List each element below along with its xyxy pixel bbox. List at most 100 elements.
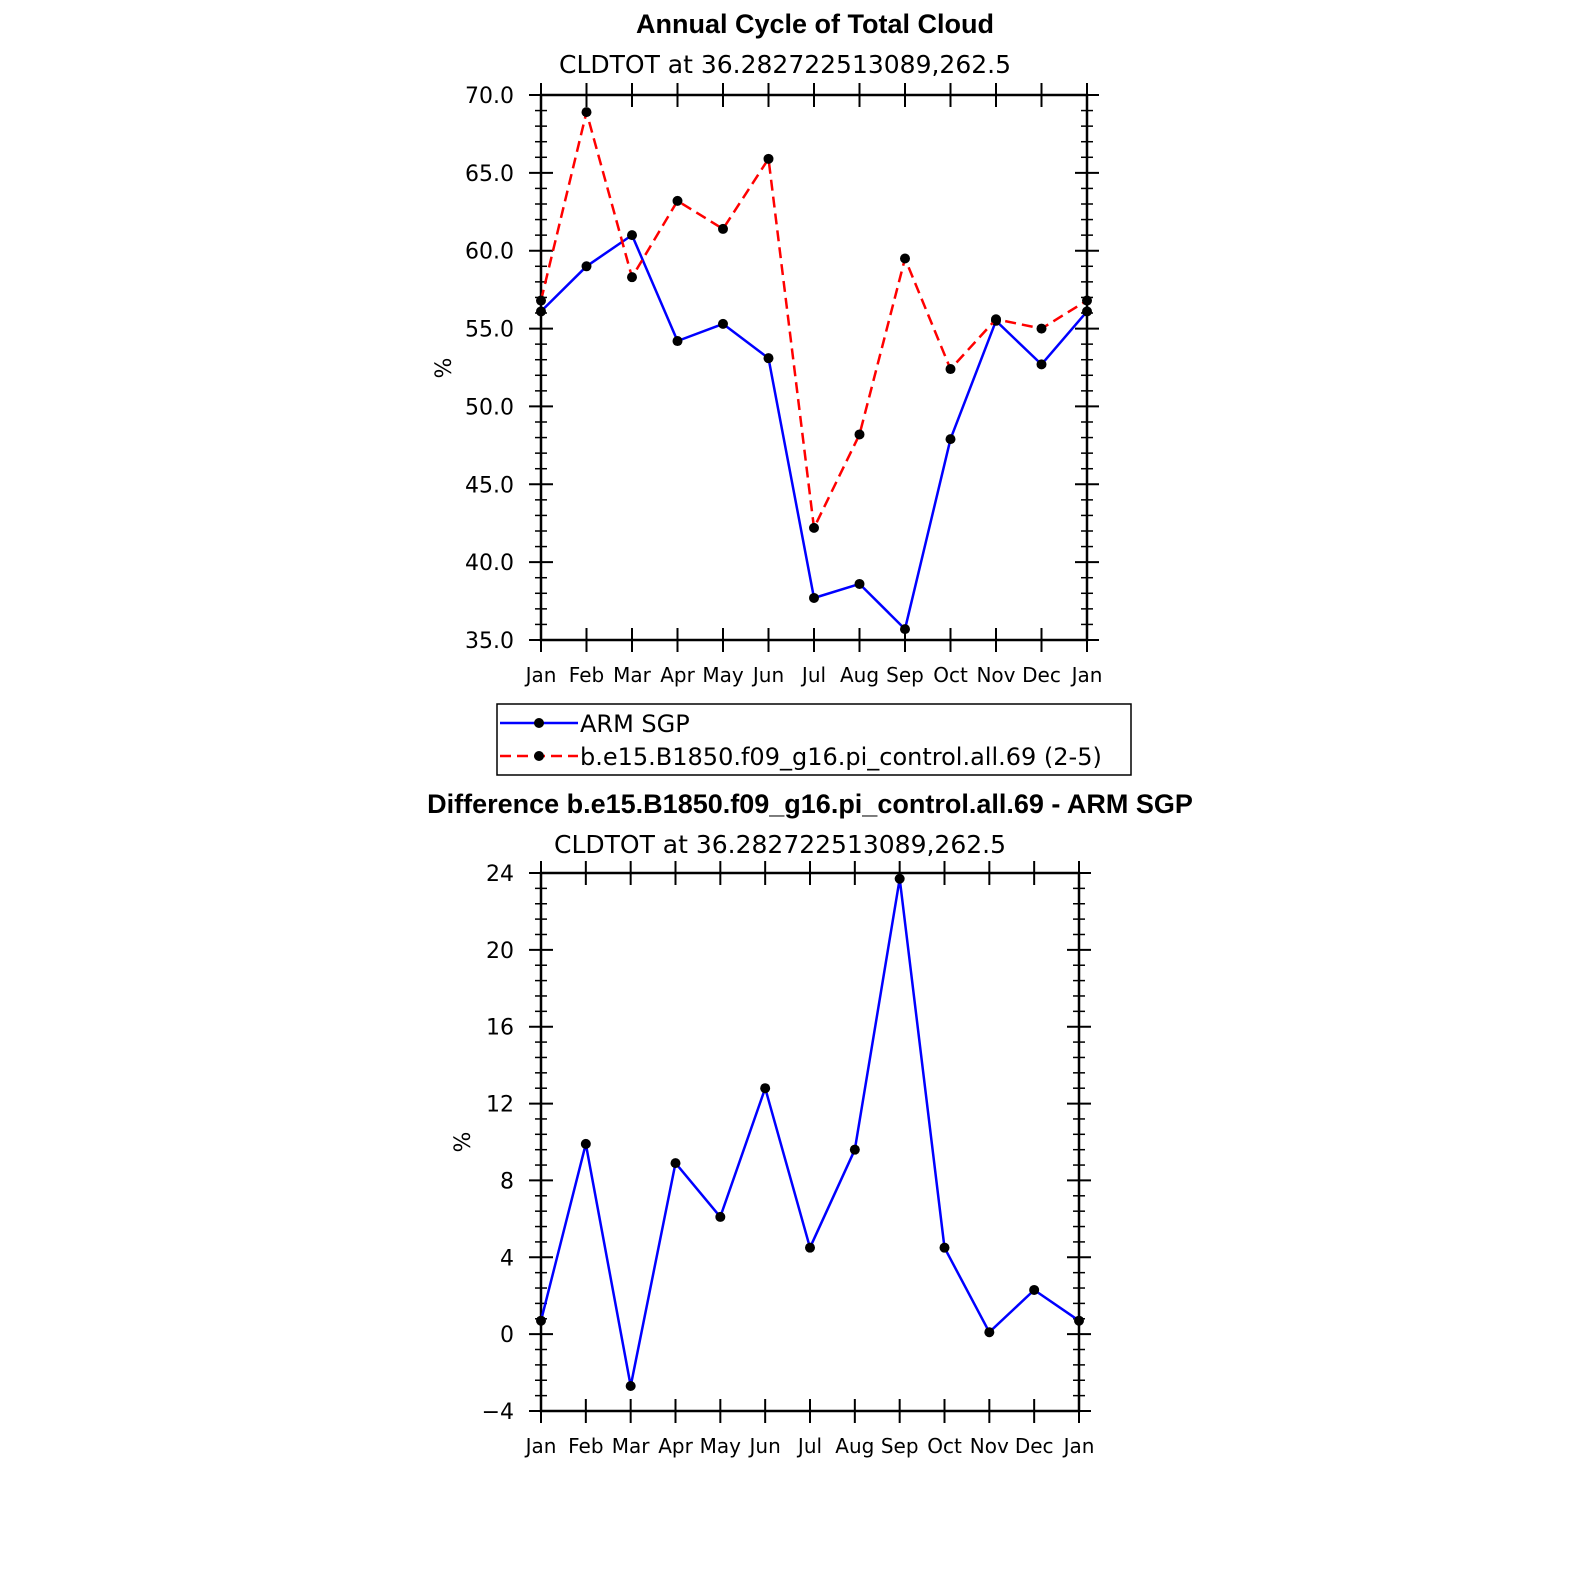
plot-frame bbox=[539, 93, 1089, 642]
plot-area: 35.0 40.0 45.0 50.0 55.0 60.0 65.0 70.0 Jan Feb Ma… bbox=[465, 83, 1102, 687]
x-tick-label: Jul bbox=[800, 663, 826, 687]
data-point bbox=[1036, 359, 1047, 370]
data-point bbox=[945, 434, 956, 445]
data-point bbox=[625, 1381, 636, 1392]
legend-entry-arm-sgp: ARM SGP bbox=[500, 710, 690, 738]
x-tick-label: Sep bbox=[881, 1434, 919, 1458]
x-tick-label: Oct bbox=[933, 663, 968, 687]
legend-entry-model: b.e15.B1850.f09_g16.pi_control.all.69 (2… bbox=[500, 743, 1102, 771]
data-point bbox=[900, 624, 910, 635]
data-point bbox=[809, 522, 819, 533]
x-tick-label: Mar bbox=[613, 663, 652, 687]
x-tick-label: Nov bbox=[970, 1434, 1009, 1458]
y-tick-label: 35.0 bbox=[465, 629, 514, 654]
x-tick-label: Dec bbox=[1022, 663, 1061, 687]
x-tick-label: May bbox=[700, 1434, 742, 1458]
difference-chart: Difference b.e15.B1850.f09_g16.pi_contro… bbox=[427, 789, 1193, 1458]
x-tick-label: Oct bbox=[927, 1434, 962, 1458]
data-point bbox=[627, 230, 637, 241]
data-point bbox=[849, 1144, 860, 1155]
data-point bbox=[580, 1138, 591, 1149]
y-tick-label: 24 bbox=[486, 862, 514, 887]
data-point bbox=[718, 318, 728, 329]
y-tick-label: 55.0 bbox=[465, 318, 514, 343]
data-point bbox=[1082, 295, 1092, 306]
y-tick-label: 40.0 bbox=[465, 551, 514, 576]
data-point bbox=[805, 1242, 815, 1253]
data-point bbox=[718, 223, 728, 234]
data-point bbox=[715, 1211, 726, 1222]
data-point bbox=[581, 107, 592, 118]
data-point bbox=[854, 429, 865, 440]
legend-marker-arm-sgp bbox=[534, 718, 544, 728]
chart-title: Annual Cycle of Total Cloud bbox=[636, 9, 994, 39]
data-point bbox=[1029, 1284, 1040, 1295]
data-point bbox=[1074, 1315, 1084, 1326]
chart-title: Difference b.e15.B1850.f09_g16.pi_contro… bbox=[427, 789, 1193, 819]
data-point bbox=[945, 364, 956, 375]
y-tick-label: 4 bbox=[500, 1246, 514, 1271]
y-axis-label: % bbox=[432, 358, 457, 379]
x-tick-label: Feb bbox=[568, 1434, 603, 1458]
data-point bbox=[894, 873, 905, 884]
x-tick-label: Aug bbox=[840, 663, 879, 687]
chart-subtitle: CLDTOT at 36.282722513089,262.5 bbox=[554, 830, 1006, 859]
y-tick-label: 0 bbox=[500, 1323, 514, 1348]
legend-label-model: b.e15.B1850.f09_g16.pi_control.all.69 (2… bbox=[580, 743, 1102, 771]
data-point bbox=[672, 195, 683, 206]
x-tick-label: Mar bbox=[612, 1434, 651, 1458]
legend: ARM SGP b.e15.B1850.f09_g16.pi_control.a… bbox=[496, 703, 1132, 776]
y-tick-label: 8 bbox=[500, 1169, 514, 1194]
x-tick-label: Nov bbox=[976, 663, 1015, 687]
legend-box bbox=[496, 703, 1132, 776]
data-point bbox=[991, 314, 1001, 325]
plot-frame bbox=[539, 871, 1081, 1413]
data-point bbox=[536, 295, 546, 306]
x-tick-label: Jan bbox=[1070, 663, 1103, 687]
series-line-0 bbox=[539, 877, 1080, 1388]
data-point bbox=[1082, 306, 1092, 317]
series-line-0 bbox=[540, 233, 1088, 631]
data-point bbox=[1036, 323, 1047, 334]
x-tick-label: Sep bbox=[886, 663, 924, 687]
y-tick-label: 65.0 bbox=[465, 162, 514, 187]
plot-area: −4 0 4 8 12 16 20 24 Jan Feb Mar Apr May Jun Jul Aug Sep… bbox=[482, 861, 1095, 1458]
data-point bbox=[670, 1158, 681, 1169]
data-point bbox=[672, 336, 683, 347]
y-tick-label: 20 bbox=[486, 939, 514, 964]
data-point bbox=[984, 1327, 995, 1338]
x-tick-label: Jul bbox=[796, 1434, 822, 1458]
x-tick-label: May bbox=[702, 663, 744, 687]
data-point bbox=[627, 272, 637, 283]
x-tick-label: Jun bbox=[748, 1434, 781, 1458]
chart-subtitle: CLDTOT at 36.282722513089,262.5 bbox=[559, 50, 1011, 79]
y-tick-label: 16 bbox=[486, 1016, 514, 1041]
data-point bbox=[760, 1083, 771, 1094]
x-tick-label: Jan bbox=[524, 663, 557, 687]
data-point bbox=[939, 1242, 950, 1253]
data-point bbox=[763, 153, 774, 164]
y-tick-label: 45.0 bbox=[465, 473, 514, 498]
data-point bbox=[581, 261, 592, 272]
data-point bbox=[536, 1315, 546, 1326]
x-tick-label: Aug bbox=[835, 1434, 874, 1458]
data-point bbox=[763, 353, 774, 364]
x-tick-label: Jan bbox=[1062, 1434, 1095, 1458]
x-tick-label: Jan bbox=[524, 1434, 557, 1458]
data-point bbox=[809, 592, 819, 603]
x-tick-label: Feb bbox=[569, 663, 604, 687]
y-tick-label: −4 bbox=[482, 1400, 514, 1425]
y-tick-label: 60.0 bbox=[465, 240, 514, 265]
y-tick-label: 12 bbox=[486, 1093, 514, 1118]
y-tick-label: 70.0 bbox=[465, 84, 514, 109]
data-point bbox=[854, 578, 865, 589]
x-tick-label: Jun bbox=[751, 663, 784, 687]
legend-label-arm-sgp: ARM SGP bbox=[580, 710, 690, 738]
x-tick-label: Apr bbox=[660, 663, 695, 687]
series-line-1 bbox=[539, 110, 1088, 530]
y-axis-label: % bbox=[451, 1132, 476, 1153]
data-point bbox=[900, 253, 910, 264]
annual-cycle-chart: Annual Cycle of Total Cloud CLDTOT at 36… bbox=[432, 9, 1102, 687]
data-point bbox=[536, 306, 546, 317]
